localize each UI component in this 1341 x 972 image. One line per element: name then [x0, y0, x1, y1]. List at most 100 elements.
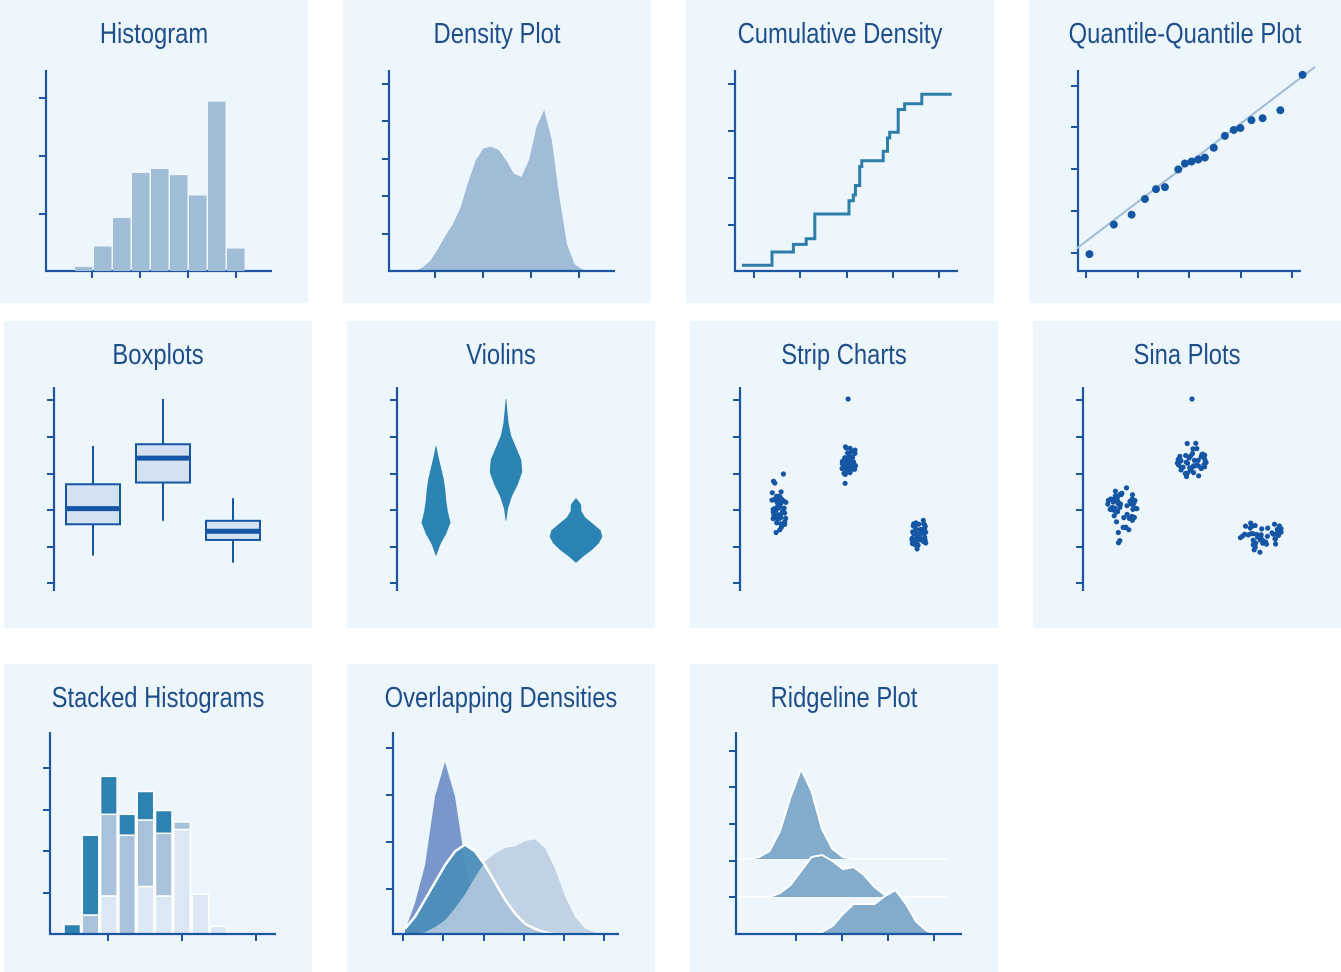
qq-point: [1298, 70, 1307, 79]
sina-point: [1245, 532, 1251, 538]
sina-point: [1129, 492, 1136, 498]
chart-strip: [733, 387, 929, 591]
strip-point: [921, 537, 927, 543]
ridgeline-area: [738, 855, 948, 897]
strip-point: [776, 505, 782, 511]
qq-point: [1220, 131, 1229, 140]
strip-point: [921, 530, 927, 536]
sina-point: [1269, 530, 1275, 536]
strip-point: [780, 471, 786, 477]
panel-title: Violins: [466, 339, 536, 371]
strip-point: [845, 450, 851, 456]
qq-point: [1187, 157, 1196, 166]
panel-title: Quantile-Quantile Plot: [1068, 18, 1302, 50]
strip-point: [844, 462, 850, 468]
strip-point: [770, 478, 777, 484]
histogram-bar: [75, 266, 93, 271]
strip-point: [778, 521, 784, 527]
panel-title: Histogram: [99, 18, 209, 50]
sina-point: [1257, 549, 1263, 555]
chart-stacked: [43, 732, 276, 941]
panel-title: Ridgeline Plot: [770, 682, 918, 714]
qq-point: [1200, 153, 1209, 162]
sina-point: [1191, 457, 1197, 463]
strip-point: [914, 526, 920, 532]
panel-title: Strip Charts: [781, 339, 907, 371]
stacked-bar-segment: [154, 832, 173, 897]
qq-point: [1180, 159, 1189, 168]
stacked-bar-segment: [99, 813, 118, 897]
strip-point: [777, 494, 783, 500]
qq-point: [1127, 210, 1136, 219]
qq-point: [1236, 124, 1245, 133]
sina-point: [1193, 462, 1199, 468]
stacked-bar-segment: [136, 885, 155, 935]
strip-point: [774, 520, 780, 526]
strip-point: [922, 523, 928, 529]
histogram-bar: [170, 175, 188, 271]
strip-point: [770, 516, 776, 522]
strip-point: [909, 537, 915, 543]
density-area: [415, 109, 605, 271]
qq-point: [1209, 143, 1218, 152]
stacked-bar-segment: [173, 828, 192, 935]
sina-point: [1271, 521, 1278, 527]
strip-point: [852, 447, 858, 453]
strip-point: [778, 489, 784, 495]
sina-point: [1131, 505, 1137, 511]
strip-point: [842, 480, 848, 486]
sina-point: [1112, 493, 1118, 499]
strip-point: [769, 497, 775, 503]
histogram-bar: [94, 246, 112, 271]
qq-point: [1174, 165, 1183, 174]
sina-point: [1112, 488, 1118, 494]
stacked-bar-segment: [118, 834, 137, 935]
qq-point: [1247, 116, 1256, 125]
chart-overlap: [386, 732, 619, 941]
panel-strip: Strip Charts: [690, 321, 998, 628]
sina-point: [1187, 468, 1194, 474]
sina-point: [1117, 491, 1123, 497]
panel-title: Boxplots: [112, 339, 204, 371]
qq-point: [1085, 250, 1094, 259]
strip-point: [850, 462, 856, 469]
sina-point: [1272, 536, 1278, 542]
strip-point: [774, 499, 780, 505]
sina-point: [1239, 533, 1246, 539]
stacked-bar-segment: [63, 923, 82, 935]
chart-qq: [1071, 66, 1316, 278]
panel-title: Stacked Histograms: [51, 682, 265, 714]
panel-ridgeline: Ridgeline Plot: [690, 664, 998, 972]
qq-point: [1152, 185, 1161, 194]
panel-title: Sina Plots: [1133, 339, 1241, 371]
histogram-bar: [113, 217, 131, 271]
sina-point: [1123, 485, 1130, 491]
violin-shape: [489, 399, 523, 521]
strip-point: [769, 490, 775, 496]
chart-violins: [390, 387, 603, 591]
sina-point: [1276, 523, 1282, 529]
strip-point: [845, 396, 851, 402]
stacked-bar-segment: [173, 821, 192, 831]
chart-ridgeline: [729, 732, 962, 941]
sina-point: [1124, 503, 1130, 509]
stacked-bar-segment: [209, 925, 228, 935]
sina-point: [1257, 537, 1263, 543]
panel-violins: Violins: [347, 321, 655, 628]
sina-point: [1274, 531, 1280, 537]
panel-density: Density Plot: [343, 0, 651, 303]
sina-point: [1113, 519, 1120, 525]
cumulative-step-line: [742, 92, 952, 267]
chart-boxplots: [47, 387, 261, 591]
ridgeline-outline: [738, 853, 948, 898]
sina-point: [1196, 473, 1202, 479]
qq-point: [1194, 155, 1203, 164]
stacked-bar-segment: [191, 893, 210, 935]
chart-density: [382, 70, 615, 278]
panel-stacked: Stacked Histograms: [4, 664, 312, 972]
stacked-bar-segment: [118, 813, 137, 836]
sina-point: [1179, 464, 1185, 470]
sina-point: [1124, 511, 1130, 517]
sina-point: [1258, 532, 1264, 538]
histogram-bar: [208, 101, 226, 272]
